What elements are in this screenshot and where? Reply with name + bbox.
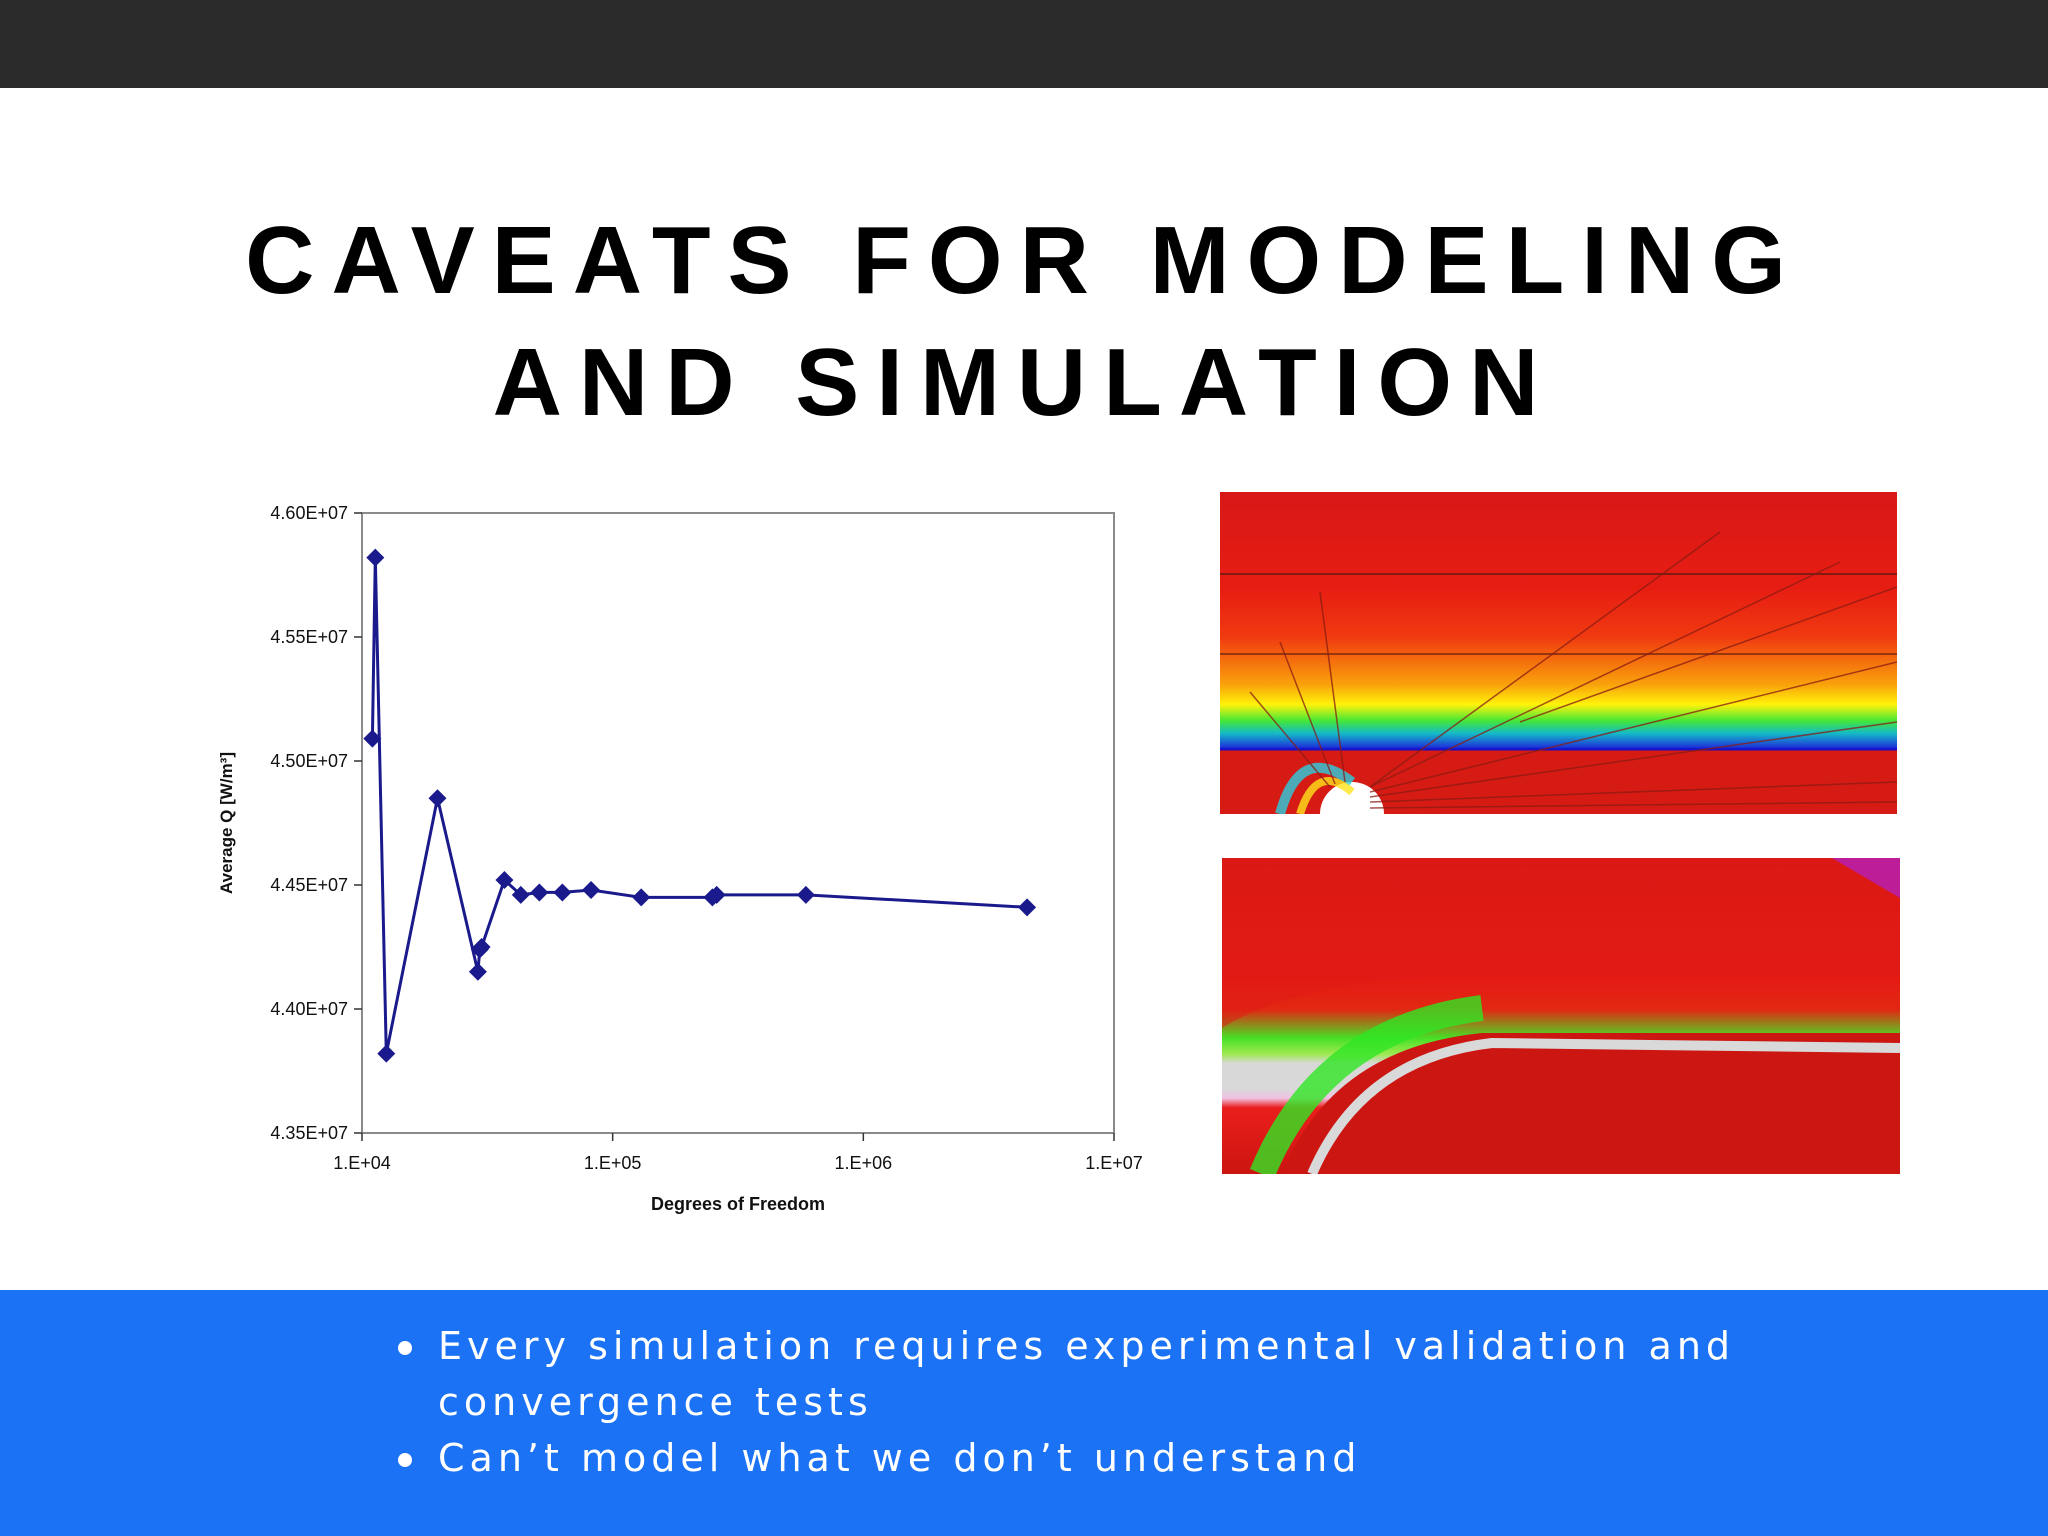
bullet-dot-icon xyxy=(398,1341,412,1355)
data-point-diamond xyxy=(363,729,382,748)
simulation-image-bottom xyxy=(1222,858,1900,1174)
data-point-diamond xyxy=(796,885,815,904)
data-point-diamond xyxy=(468,962,487,981)
y-tick-label: 4.35E+07 xyxy=(270,1123,348,1143)
top-bar xyxy=(0,0,2048,88)
bullet-item: Every simulation requires experimental v… xyxy=(398,1318,1738,1430)
y-axis: 4.35E+07 4.40E+07 4.45E+07 4.50E+07 4.55E+07… xyxy=(270,503,362,1143)
series-markers xyxy=(363,548,1037,1063)
data-point-diamond xyxy=(632,888,651,907)
bottom-band xyxy=(0,1290,2048,1536)
y-tick-label: 4.55E+07 xyxy=(270,627,348,647)
data-point-diamond xyxy=(377,1044,396,1063)
title-line-2: AND SIMULATION xyxy=(492,329,1556,436)
bullet-item: Can’t model what we don’t understand xyxy=(398,1430,1738,1486)
y-axis-label: Average Q [W/m³] xyxy=(217,752,236,894)
slide-title: CAVEATS FOR MODELING AND SIMULATION xyxy=(0,200,2048,444)
simulation-image-top xyxy=(1220,492,1897,814)
data-point-diamond xyxy=(366,548,385,567)
x-axis-label: Degrees of Freedom xyxy=(651,1194,825,1214)
data-point-diamond xyxy=(495,871,514,890)
simulation-top-overlay xyxy=(1220,531,1897,814)
data-point-diamond xyxy=(428,789,447,808)
data-point-diamond xyxy=(472,938,491,956)
y-tick-label: 4.60E+07 xyxy=(270,503,348,523)
y-tick-label: 4.45E+07 xyxy=(270,875,348,895)
data-point-diamond xyxy=(582,880,601,899)
bullet-text: Can’t model what we don’t understand xyxy=(438,1436,1362,1480)
chart-svg: 4.35E+07 4.40E+07 4.45E+07 4.50E+07 4.55E+07… xyxy=(217,503,1143,1214)
x-tick-label: 1.E+07 xyxy=(1085,1153,1143,1173)
bullet-dot-icon xyxy=(398,1453,412,1467)
bullet-list: Every simulation requires experimental v… xyxy=(398,1318,1738,1486)
x-tick-label: 1.E+04 xyxy=(333,1153,391,1173)
data-point-diamond xyxy=(553,883,572,902)
data-point-diamond xyxy=(511,885,530,904)
x-tick-label: 1.E+05 xyxy=(584,1153,642,1173)
x-axis: 1.E+04 1.E+05 1.E+06 1.E+07 xyxy=(333,1133,1143,1173)
convergence-chart: 4.35E+07 4.40E+07 4.45E+07 4.50E+07 4.55E+07… xyxy=(200,480,1180,1240)
title-line-1: CAVEATS FOR MODELING xyxy=(245,207,1803,314)
x-tick-label: 1.E+06 xyxy=(835,1153,893,1173)
data-point-diamond xyxy=(530,883,549,902)
cylinder-obstacle xyxy=(1320,782,1384,814)
data-point-diamond xyxy=(1018,898,1037,917)
plot-area xyxy=(361,512,1115,1134)
y-tick-label: 4.50E+07 xyxy=(270,751,348,771)
y-tick-label: 4.40E+07 xyxy=(270,999,348,1019)
simulation-bottom-overlay xyxy=(1222,858,1900,1174)
data-point-diamond xyxy=(707,885,726,904)
bullet-text: Every simulation requires experimental v… xyxy=(438,1324,1736,1424)
